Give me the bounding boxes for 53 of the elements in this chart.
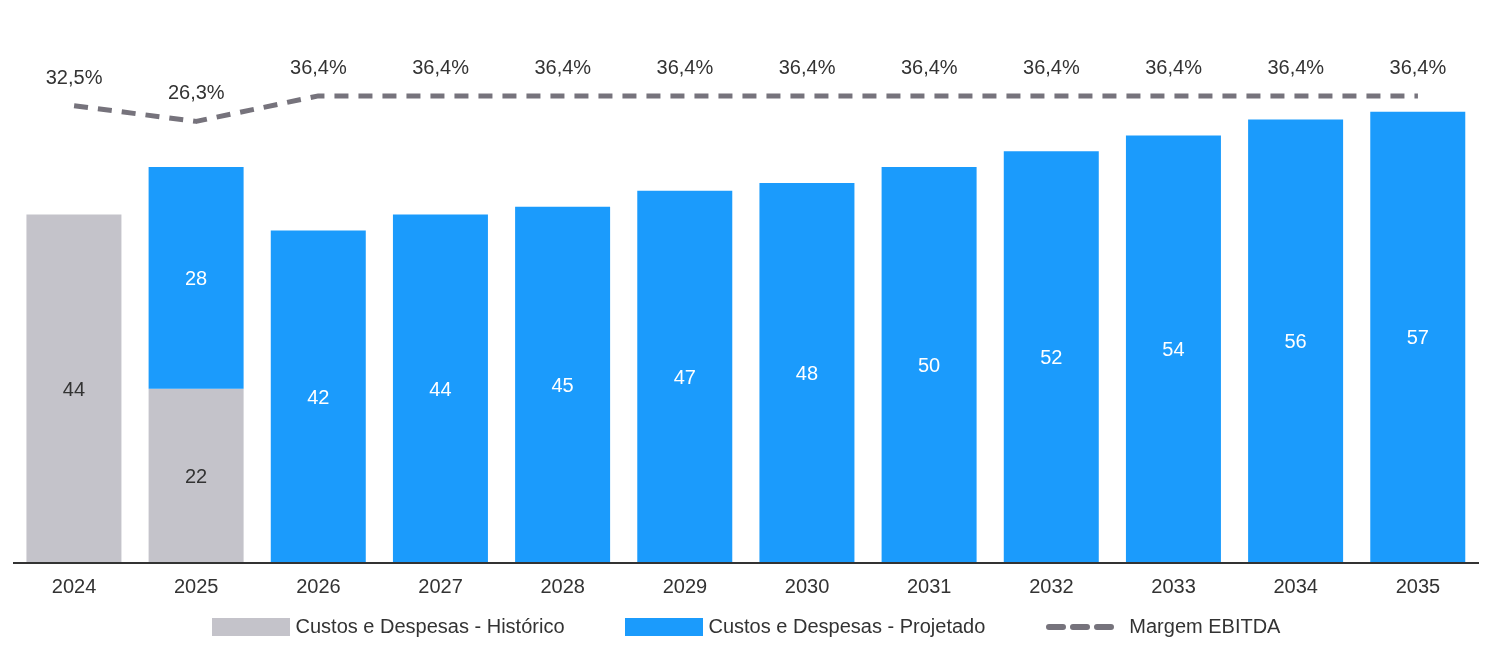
data-label: 26,3% (167, 81, 225, 104)
data-label: 36,4% (778, 55, 836, 78)
bar (1370, 111, 1466, 563)
data-label: 36,4% (656, 55, 714, 78)
data-label: 56 (1284, 330, 1307, 353)
x-tick-label: 2033 (1151, 575, 1196, 598)
bar (759, 182, 855, 563)
data-label: 36,4% (290, 55, 347, 78)
bar (148, 167, 244, 389)
data-label: 22 (184, 465, 208, 487)
legend-label: Margem EBITDA (1129, 615, 1281, 638)
data-label: 52 (1040, 346, 1063, 369)
data-label: 36,4% (534, 55, 592, 78)
data-label: 47 (673, 366, 696, 389)
data-label: 44 (429, 377, 452, 400)
x-tick-label: 2028 (540, 575, 585, 598)
data-label: 36,4% (1389, 55, 1447, 78)
bar (515, 206, 611, 563)
x-tick-label: 2031 (907, 575, 952, 598)
data-label: 36,4% (900, 55, 958, 78)
bar (392, 214, 488, 563)
x-tick-label: 2034 (1273, 575, 1318, 598)
data-label: 36,4% (1145, 55, 1203, 78)
data-label: 50 (917, 354, 941, 377)
bar (1003, 151, 1099, 563)
data-label: 42 (307, 385, 330, 408)
bar (881, 167, 977, 563)
data-label: 32,5% (45, 65, 103, 88)
data-label: 36,4% (412, 55, 470, 78)
bar (637, 190, 733, 563)
bar (148, 388, 244, 563)
bar (1248, 119, 1344, 563)
legend-label: Custos e Despesas - Histórico (295, 615, 565, 638)
data-label: 57 (1406, 326, 1429, 349)
x-tick-label: 2030 (784, 575, 830, 598)
x-tick-label: 2032 (1029, 575, 1074, 598)
data-label: 54 (1162, 338, 1185, 361)
x-tick-label: 2027 (418, 575, 463, 598)
x-tick-label: 2025 (174, 575, 219, 598)
data-label: 44 (62, 377, 86, 400)
data-label: 36,4% (1023, 55, 1080, 78)
x-tick-label: 2029 (662, 575, 708, 598)
data-label: 45 (551, 373, 574, 396)
x-tick-label: 2035 (1395, 575, 1441, 598)
bar (270, 230, 366, 563)
data-label: 28 (184, 267, 208, 290)
data-label: 36,4% (1267, 55, 1325, 78)
bar (1125, 135, 1221, 563)
x-tick-label: 2024 (51, 575, 97, 598)
bar (26, 214, 122, 563)
legend-label: Custos e Despesas - Projetado (708, 615, 986, 638)
data-label: 48 (795, 362, 819, 385)
x-tick-label: 2026 (296, 575, 341, 598)
